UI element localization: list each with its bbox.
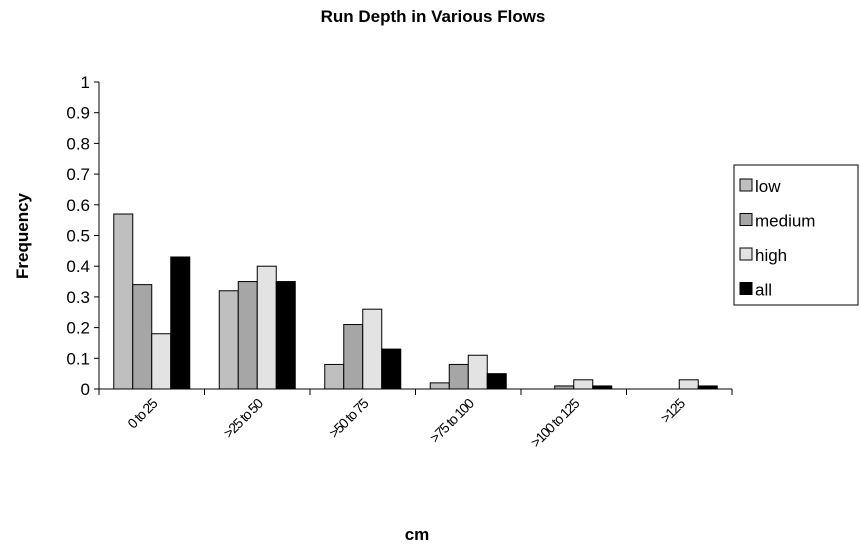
y-tick-label: 1 bbox=[81, 73, 90, 92]
x-axis-title: cm bbox=[405, 525, 430, 544]
x-tick-label: >100 to 125 bbox=[527, 395, 583, 451]
y-axis-title: Frequency bbox=[13, 192, 32, 279]
bar-high bbox=[151, 333, 172, 390]
chart-title: Run Depth in Various Flows bbox=[321, 7, 546, 26]
x-tick-label: >125 bbox=[657, 395, 688, 426]
y-tick-label: 0.5 bbox=[66, 227, 90, 246]
x-tick-label: 0 to 25 bbox=[124, 395, 161, 432]
y-tick-label: 0.6 bbox=[66, 196, 90, 215]
y-tick-label: 0.8 bbox=[66, 134, 90, 153]
bar-high bbox=[256, 265, 277, 390]
bar-all bbox=[486, 373, 507, 390]
legend-label-all: all bbox=[755, 281, 772, 300]
x-tick-label: >75 to 100 bbox=[426, 395, 477, 446]
legend-swatch-all bbox=[739, 282, 753, 295]
bar-medium bbox=[448, 363, 469, 390]
bar-high bbox=[678, 379, 699, 390]
legend-label-low: low bbox=[755, 177, 781, 196]
y-tick-label: 0.4 bbox=[66, 257, 90, 276]
legend: low medium high all bbox=[733, 164, 859, 306]
bar-all bbox=[381, 348, 402, 390]
y-tick-label: 0.2 bbox=[66, 319, 90, 338]
plot-area: 0 0.1 0.2 0.3 0.4 0.5 0.6 0.7 0.8 0.9 1 0 to 25 >25 … bbox=[66, 73, 733, 451]
bar-high bbox=[573, 379, 594, 390]
y-tick-label: 0.9 bbox=[66, 104, 90, 123]
legend-label-high: high bbox=[755, 246, 787, 265]
legend-swatch-low bbox=[739, 178, 753, 192]
bar-all bbox=[275, 281, 296, 390]
bar-all bbox=[170, 256, 191, 390]
legend-swatch-high bbox=[739, 247, 753, 261]
legend-box bbox=[733, 164, 859, 306]
bar-low bbox=[429, 382, 450, 390]
bar-medium bbox=[343, 324, 364, 390]
bar-high bbox=[467, 354, 488, 390]
y-tick-label: 0 bbox=[81, 380, 90, 399]
x-tick-label: >50 to 75 bbox=[326, 395, 372, 441]
y-tick-label: 0.7 bbox=[66, 165, 90, 184]
bar-low bbox=[113, 213, 134, 390]
legend-swatch-medium bbox=[739, 213, 753, 226]
legend-label-medium: medium bbox=[755, 212, 815, 231]
y-tick-label: 0.1 bbox=[66, 349, 90, 368]
y-tick-label: 0.3 bbox=[66, 288, 90, 307]
bar-low bbox=[324, 363, 345, 390]
x-tick-label: >25 to 50 bbox=[220, 395, 266, 441]
bar-high bbox=[362, 308, 383, 390]
bar-low bbox=[218, 290, 239, 390]
bar-medium bbox=[132, 284, 153, 390]
bar-medium bbox=[237, 281, 258, 390]
